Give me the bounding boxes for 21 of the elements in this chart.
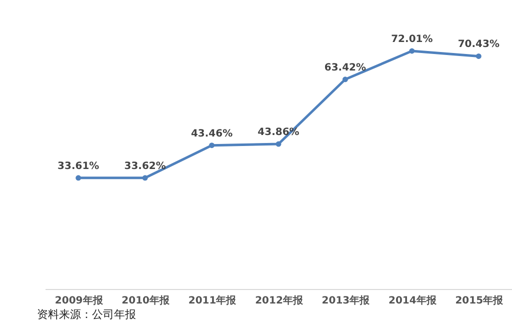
data-label: 33.61% (58, 160, 100, 172)
x-tick-label: 2013年报 (322, 294, 371, 306)
x-tick-label: 2011年报 (188, 294, 238, 306)
data-label: 72.01% (391, 34, 433, 45)
point (142, 175, 148, 181)
x-tick-label: 2009年报 (54, 294, 104, 306)
x-tick-label: 2012年报 (255, 294, 304, 306)
data-label: 33.62% (124, 160, 166, 172)
point (409, 48, 415, 54)
data-label: 43.46% (190, 128, 233, 140)
point (476, 53, 482, 59)
text: 资料来源：公司年报 (37, 308, 136, 321)
point (76, 175, 82, 181)
data-label: 70.43% (458, 39, 500, 50)
point (342, 76, 348, 82)
x-tick-label: 2014年报 (388, 294, 438, 306)
x-tick-label: 2010年报 (122, 294, 170, 306)
data-label: 63.42% (324, 62, 366, 74)
x-tick-label: 2015年报 (455, 294, 504, 306)
point (209, 142, 215, 148)
point (276, 141, 282, 147)
